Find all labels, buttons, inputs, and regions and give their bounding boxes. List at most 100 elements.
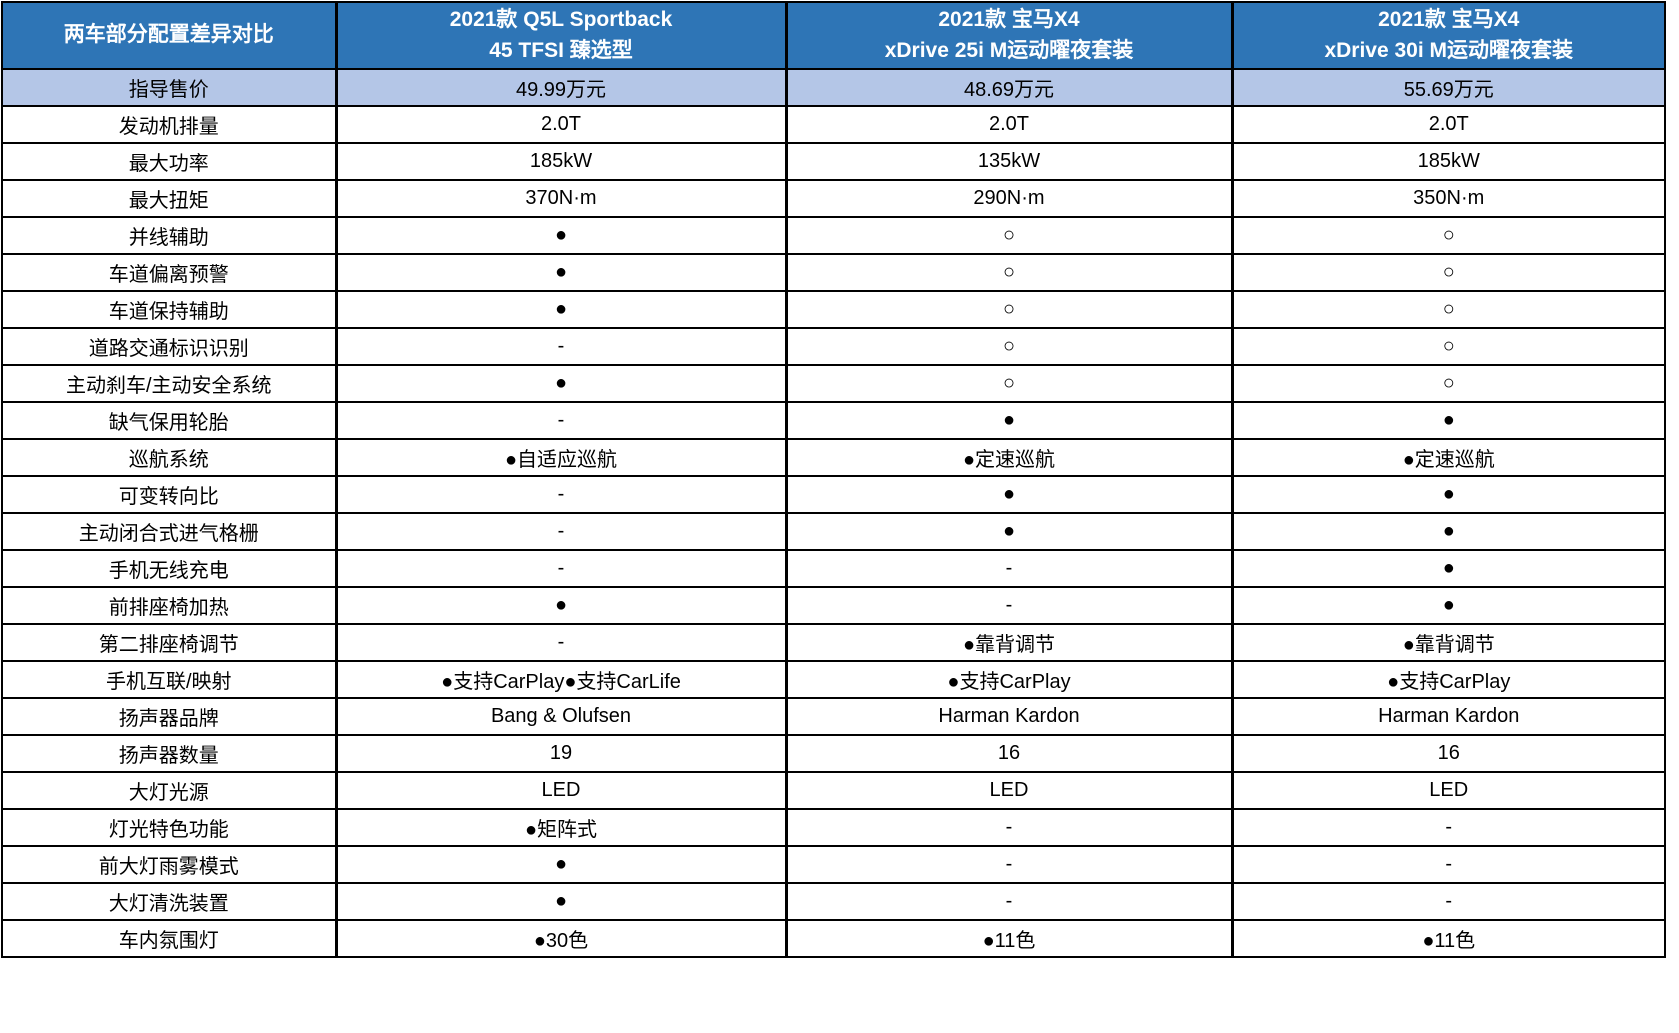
row-label: 指导售价 xyxy=(1,68,337,107)
table-row: 前排座椅加热 ● - ● xyxy=(1,586,1666,625)
table-row: 道路交通标识识别 - ○ ○ xyxy=(1,327,1666,366)
table-row: 最大扭矩 370N·m 290N·m 350N·m xyxy=(1,179,1666,218)
column-header-line2: xDrive 25i M运动曜夜套装 xyxy=(884,38,1134,62)
row-value: ●矩阵式 xyxy=(334,808,787,847)
row-label: 前排座椅加热 xyxy=(1,586,337,625)
row-value: ○ xyxy=(1230,364,1666,403)
row-value: - xyxy=(334,401,787,440)
row-value: ●定速巡航 xyxy=(784,438,1233,477)
row-value: ○ xyxy=(784,364,1233,403)
column-header-audi-q5l: 2021款 Q5L Sportback 45 TFSI 臻选型 xyxy=(334,1,787,70)
table-row: 车内氛围灯 ●30色 ●11色 ●11色 xyxy=(1,919,1666,958)
row-label: 第二排座椅调节 xyxy=(1,623,337,662)
row-value: - xyxy=(1230,882,1666,921)
row-label: 主动闭合式进气格栅 xyxy=(1,512,337,551)
row-value: ● xyxy=(334,882,787,921)
row-value: ● xyxy=(334,586,787,625)
row-value: ○ xyxy=(1230,216,1666,255)
table-row: 最大功率 185kW 135kW 185kW xyxy=(1,142,1666,181)
row-value: ● xyxy=(334,253,787,292)
row-value: ●30色 xyxy=(334,919,787,958)
row-value: ● xyxy=(1230,549,1666,588)
header-row: 两车部分配置差异对比 2021款 Q5L Sportback 45 TFSI 臻… xyxy=(1,1,1666,70)
row-value: 48.69万元 xyxy=(784,68,1233,107)
row-label: 并线辅助 xyxy=(1,216,337,255)
row-label: 最大功率 xyxy=(1,142,337,181)
column-header-line2: 45 TFSI 臻选型 xyxy=(489,38,633,62)
row-value: 2.0T xyxy=(784,105,1233,144)
row-value: ○ xyxy=(1230,290,1666,329)
row-label: 最大扭矩 xyxy=(1,179,337,218)
row-value: 16 xyxy=(784,734,1233,773)
column-header-line1: 2021款 Q5L Sportback xyxy=(449,8,673,32)
row-value: 370N·m xyxy=(334,179,787,218)
row-value: ●11色 xyxy=(784,919,1233,958)
row-value: - xyxy=(784,586,1233,625)
row-label: 可变转向比 xyxy=(1,475,337,514)
row-value: - xyxy=(784,882,1233,921)
table-row: 前大灯雨雾模式 ● - - xyxy=(1,845,1666,884)
row-value: - xyxy=(784,549,1233,588)
row-label: 前大灯雨雾模式 xyxy=(1,845,337,884)
row-value: 290N·m xyxy=(784,179,1233,218)
row-value: ○ xyxy=(784,216,1233,255)
row-label: 巡航系统 xyxy=(1,438,337,477)
row-value: ● xyxy=(784,401,1233,440)
row-label: 大灯清洗装置 xyxy=(1,882,337,921)
row-value: ○ xyxy=(784,290,1233,329)
row-label: 扬声器品牌 xyxy=(1,697,337,736)
row-label: 缺气保用轮胎 xyxy=(1,401,337,440)
table-row: 扬声器数量 19 16 16 xyxy=(1,734,1666,773)
row-value: - xyxy=(334,327,787,366)
row-value: 16 xyxy=(1230,734,1666,773)
row-value: 2.0T xyxy=(1230,105,1666,144)
table-row: 主动刹车/主动安全系统 ● ○ ○ xyxy=(1,364,1666,403)
row-value: - xyxy=(784,845,1233,884)
table-row: 手机无线充电 - - ● xyxy=(1,549,1666,588)
row-value: - xyxy=(334,549,787,588)
row-value: 2.0T xyxy=(334,105,787,144)
row-value: 55.69万元 xyxy=(1230,68,1666,107)
row-value: 19 xyxy=(334,734,787,773)
table-row: 发动机排量 2.0T 2.0T 2.0T xyxy=(1,105,1666,144)
row-label: 手机无线充电 xyxy=(1,549,337,588)
row-value: Bang & Olufsen xyxy=(334,697,787,736)
column-header-line2: xDrive 30i M运动曜夜套装 xyxy=(1324,38,1574,62)
row-label: 手机互联/映射 xyxy=(1,660,337,699)
table-row: 缺气保用轮胎 - ● ● xyxy=(1,401,1666,440)
table-row: 大灯光源 LED LED LED xyxy=(1,771,1666,810)
row-value: - xyxy=(334,475,787,514)
row-label: 发动机排量 xyxy=(1,105,337,144)
row-value: 185kW xyxy=(1230,142,1666,181)
row-value: - xyxy=(334,512,787,551)
row-value: ●自适应巡航 xyxy=(334,438,787,477)
row-value: ●支持CarPlay xyxy=(784,660,1233,699)
row-value: - xyxy=(1230,808,1666,847)
row-value: ● xyxy=(334,216,787,255)
row-value: ● xyxy=(1230,475,1666,514)
row-value: ○ xyxy=(784,327,1233,366)
row-value: - xyxy=(1230,845,1666,884)
row-value: ●靠背调节 xyxy=(784,623,1233,662)
row-value: ● xyxy=(1230,586,1666,625)
table-title-cell: 两车部分配置差异对比 xyxy=(1,1,337,70)
row-value: Harman Kardon xyxy=(1230,697,1666,736)
table-row: 并线辅助 ● ○ ○ xyxy=(1,216,1666,255)
row-label: 主动刹车/主动安全系统 xyxy=(1,364,337,403)
row-value: ○ xyxy=(1230,253,1666,292)
row-label: 扬声器数量 xyxy=(1,734,337,773)
column-header-bmw-x4-25i: 2021款 宝马X4 xDrive 25i M运动曜夜套装 xyxy=(784,1,1233,70)
row-value: ●支持CarPlay xyxy=(1230,660,1666,699)
row-value: ● xyxy=(334,290,787,329)
table-row: 第二排座椅调节 - ●靠背调节 ●靠背调节 xyxy=(1,623,1666,662)
row-value: ● xyxy=(1230,512,1666,551)
table-row: 灯光特色功能 ●矩阵式 - - xyxy=(1,808,1666,847)
row-value: ● xyxy=(1230,401,1666,440)
table-row: 车道偏离预警 ● ○ ○ xyxy=(1,253,1666,292)
column-header-line1: 2021款 宝马X4 xyxy=(938,8,1080,32)
row-value: LED xyxy=(334,771,787,810)
row-label: 大灯光源 xyxy=(1,771,337,810)
row-value: ● xyxy=(784,475,1233,514)
row-value: - xyxy=(784,808,1233,847)
row-value: 49.99万元 xyxy=(334,68,787,107)
